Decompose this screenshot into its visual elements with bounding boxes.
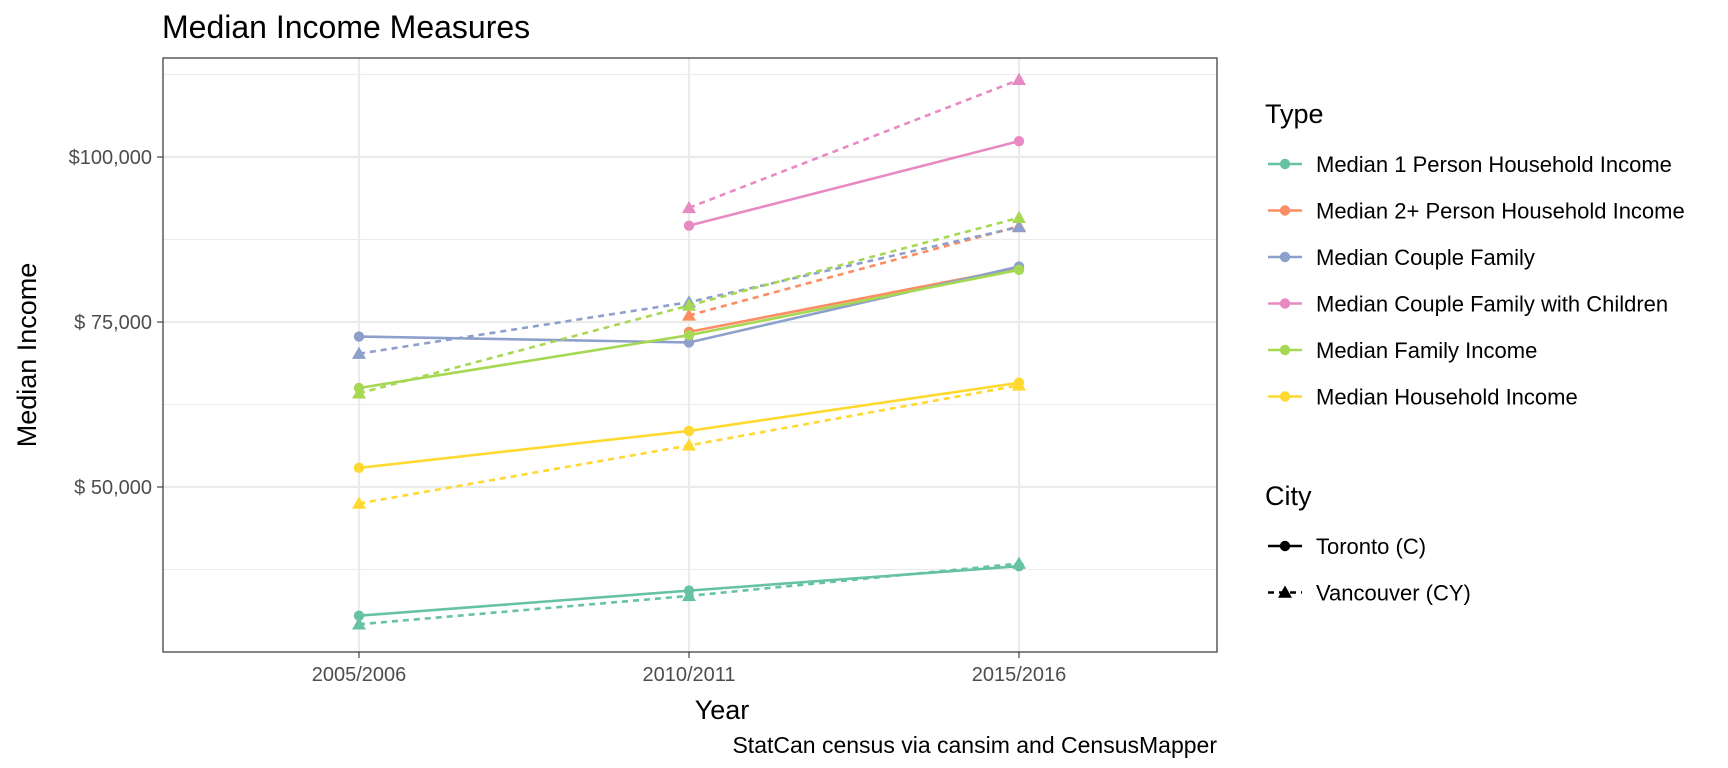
series-line <box>688 225 1020 317</box>
y-tick-label: $ 50,000 <box>74 477 152 499</box>
series-median-couple-family-with-children-vancouver-cy <box>682 72 1026 214</box>
series-median-1-person-household-income-vancouver-cy <box>352 556 1026 630</box>
series-median-household-income-vancouver-cy <box>352 378 1026 509</box>
data-point <box>352 496 366 509</box>
legend-label: Median Household Income <box>1316 385 1578 410</box>
legend-key-point <box>1279 298 1291 309</box>
legend-item: Median 2+ Person Household Income <box>1268 199 1685 224</box>
legend-key-point <box>1279 391 1291 402</box>
legend-key-point <box>1279 540 1291 552</box>
legend-item: Median 1 Person Household Income <box>1268 152 1672 177</box>
chart-title: Median Income Measures <box>162 9 530 45</box>
data-point <box>682 308 696 321</box>
y-tick-label: $100,000 <box>69 147 152 169</box>
series-layer <box>352 72 1026 630</box>
data-point <box>683 425 695 437</box>
series-median-family-income-vancouver-cy <box>352 210 1026 399</box>
legend-label: Vancouver (CY) <box>1316 581 1471 606</box>
series-median-couple-family-with-children-toronto-c <box>683 135 1025 231</box>
series-line <box>688 139 1020 227</box>
legend-item: Median Couple Family with Children <box>1268 292 1668 317</box>
data-point <box>683 220 695 231</box>
data-point <box>1012 72 1026 86</box>
legend-label: Toronto (C) <box>1316 534 1426 559</box>
legend-title-type: Type <box>1265 99 1324 129</box>
data-point <box>1012 210 1026 223</box>
legend-item: Median Household Income <box>1268 385 1578 410</box>
legend-key-point <box>1279 251 1291 263</box>
legend-label: Median Couple Family <box>1316 245 1535 270</box>
data-point <box>1012 378 1026 391</box>
legend-title-city: City <box>1265 481 1312 511</box>
data-point <box>353 331 365 342</box>
y-tick-label: $ 75,000 <box>74 312 152 334</box>
x-tick-label: 2010/2011 <box>642 664 735 686</box>
legend-label: Median Couple Family with Children <box>1316 292 1668 317</box>
axis-layer: $ 50,000 $ 75,000 $100,000 2005/2006 2010/20… <box>69 147 1067 686</box>
legend-key-point <box>1279 205 1291 216</box>
data-point <box>1013 135 1025 147</box>
legend-label: Median Family Income <box>1316 338 1537 363</box>
x-tick-label: 2015/2016 <box>972 664 1067 686</box>
grid <box>163 58 1217 653</box>
data-point <box>682 438 696 451</box>
series-line <box>688 78 1020 210</box>
y-axis-title: Median Income <box>12 263 42 448</box>
legend-label: Median 1 Person Household Income <box>1316 152 1672 177</box>
series-median-family-income-toronto-c <box>353 264 1025 394</box>
data-point <box>353 610 365 621</box>
legend-key-point <box>1278 585 1292 598</box>
legend-label: Median 2+ Person Household Income <box>1316 199 1685 224</box>
legend-key-point <box>1279 344 1291 356</box>
data-point <box>352 617 366 630</box>
legend-item: Toronto (C) <box>1268 534 1426 559</box>
data-point <box>352 346 366 359</box>
legend-item: Median Couple Family <box>1268 245 1535 270</box>
data-point <box>682 298 696 311</box>
legend-item: Vancouver (CY) <box>1268 581 1471 606</box>
data-point <box>353 462 365 474</box>
data-point <box>1012 219 1026 233</box>
legend: Type Median 1 Person Household Income Medi… <box>1265 99 1685 606</box>
x-axis-title: Year <box>695 695 750 725</box>
data-point <box>1012 556 1026 569</box>
data-point <box>352 386 366 399</box>
data-point <box>682 200 696 214</box>
plot-border <box>162 57 1218 653</box>
legend-item: Median Family Income <box>1268 338 1537 363</box>
data-point <box>683 337 695 348</box>
data-point <box>683 330 695 341</box>
legend-key-point <box>1279 158 1291 170</box>
x-tick-label: 2005/2006 <box>312 664 407 686</box>
data-point <box>1013 264 1025 276</box>
chart-caption: StatCan census via cansim and CensusMapp… <box>732 732 1217 758</box>
data-point <box>682 588 696 602</box>
